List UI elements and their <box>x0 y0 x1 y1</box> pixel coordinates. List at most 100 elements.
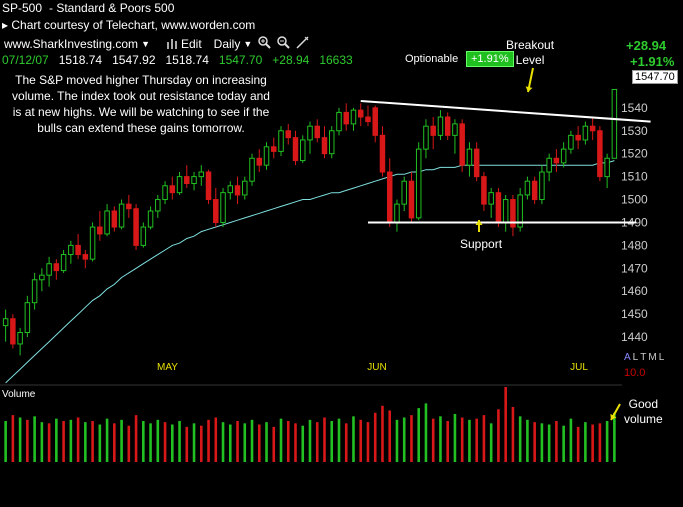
breakout-annotation: Breakout Level <box>506 38 555 67</box>
last-price-tag: 1547.70 <box>632 70 678 84</box>
candle-body <box>17 331 23 345</box>
indicator-code[interactable]: L <box>658 352 665 363</box>
volume-bar <box>359 419 363 462</box>
candle-body <box>220 192 226 223</box>
volume-bar <box>402 417 406 462</box>
site-dropdown[interactable]: www.SharkInvesting.com ▼ <box>4 37 150 51</box>
candle-body <box>336 111 342 132</box>
candle-body <box>24 302 31 333</box>
volume-bar <box>424 403 428 462</box>
candle-body <box>589 125 596 132</box>
volume-bar <box>127 425 131 462</box>
candle-body <box>60 254 67 272</box>
candle-body <box>539 171 545 201</box>
ohlc-readout: 07/12/07 1518.74 1547.92 1518.74 1547.70… <box>2 53 353 67</box>
moving-average-line <box>5 160 615 384</box>
candle-body <box>314 125 320 139</box>
candle-body <box>242 180 248 196</box>
candle-body <box>118 203 125 228</box>
candle-body <box>473 148 480 178</box>
draw-line-icon[interactable] <box>296 36 309 52</box>
candle-body <box>31 279 38 304</box>
candle-body <box>97 226 103 235</box>
candle-body <box>357 109 364 118</box>
candle-body <box>568 134 574 150</box>
volume-bar <box>243 423 247 462</box>
volume-bar <box>265 422 268 462</box>
good-volume-annotation: Good volume <box>624 397 663 426</box>
period-dropdown[interactable]: Daily ▼ <box>214 37 253 51</box>
indicator-code[interactable]: T <box>640 352 647 363</box>
candle-body <box>227 185 234 194</box>
volume-bar <box>453 413 457 462</box>
y-tick-label: 1480 <box>621 238 648 252</box>
volume-bar <box>221 422 225 462</box>
candle-body <box>278 130 284 152</box>
volume-bar <box>613 412 616 462</box>
toolbar: www.SharkInvesting.com ▼ Edit Daily ▼ <box>4 36 309 52</box>
volume-bar <box>98 424 102 462</box>
support-arrow-head <box>475 220 483 225</box>
indicator-value: 10.0 <box>624 367 646 379</box>
candle-body <box>372 107 378 136</box>
volume-bar <box>388 410 392 462</box>
candle-body <box>140 226 147 246</box>
candle-body <box>401 180 407 205</box>
candle-body <box>147 210 154 228</box>
indicator-code[interactable]: A <box>624 352 631 363</box>
quote-low: 1518.74 <box>165 53 209 67</box>
candle-body <box>307 125 313 141</box>
volume-bar <box>142 421 145 462</box>
volume-bar <box>468 419 471 462</box>
candle-body <box>126 203 132 210</box>
volume-bar <box>4 421 7 462</box>
candle-body <box>394 203 400 223</box>
volume-bar <box>113 423 116 462</box>
y-tick-label: 1450 <box>621 307 648 321</box>
volume-bar <box>352 416 355 462</box>
commentary-text: The S&P moved higher Thursday on increas… <box>12 73 270 135</box>
volume-bar <box>11 415 15 462</box>
y-tick-label: 1530 <box>621 124 648 138</box>
candle-body <box>249 157 255 182</box>
bar-chart-icon <box>166 37 178 52</box>
candle-body <box>271 146 277 152</box>
support-annotation: Support <box>460 237 503 251</box>
candle-body <box>256 157 263 166</box>
volume-bar <box>47 423 51 462</box>
volume-bar <box>540 423 544 462</box>
volume-bar <box>395 419 399 462</box>
quote-change: +28.94 <box>272 53 310 67</box>
volume-bar <box>105 418 109 462</box>
volume-bar <box>605 421 609 462</box>
courtesy-text: ▸ Chart courtesy of Telechart, www.worde… <box>2 18 256 32</box>
zoom-in-icon[interactable] <box>258 36 271 52</box>
volume-bar <box>562 425 565 462</box>
zoom-out-icon[interactable] <box>277 36 290 52</box>
edit-button[interactable]: Edit <box>166 37 202 52</box>
indicator-code[interactable]: L <box>632 352 639 363</box>
candle-body <box>517 194 523 228</box>
indicator-code[interactable]: M <box>648 352 657 363</box>
volume-bar <box>91 421 94 462</box>
volume-bar <box>84 422 87 462</box>
volume-bar <box>591 424 594 462</box>
volume-bar <box>294 423 297 462</box>
month-label: JUN <box>367 362 386 373</box>
volume-bar <box>257 424 261 462</box>
volume-bar <box>18 417 22 462</box>
volume-bar <box>250 419 254 462</box>
indicator-codes: A L T M L <box>624 352 664 363</box>
volume-bar <box>533 422 536 462</box>
breakout-arrow-head <box>525 86 533 92</box>
volume-bar <box>207 419 210 462</box>
volume-bar <box>214 417 218 462</box>
volume-bar <box>475 418 478 462</box>
candle-body <box>68 244 74 256</box>
candle-body <box>2 318 9 327</box>
candle-body <box>46 263 52 276</box>
resistance-trendline <box>360 99 651 123</box>
volume-bar <box>497 409 500 462</box>
change-percent: +1.91% <box>630 54 675 69</box>
candle-body <box>169 185 176 194</box>
